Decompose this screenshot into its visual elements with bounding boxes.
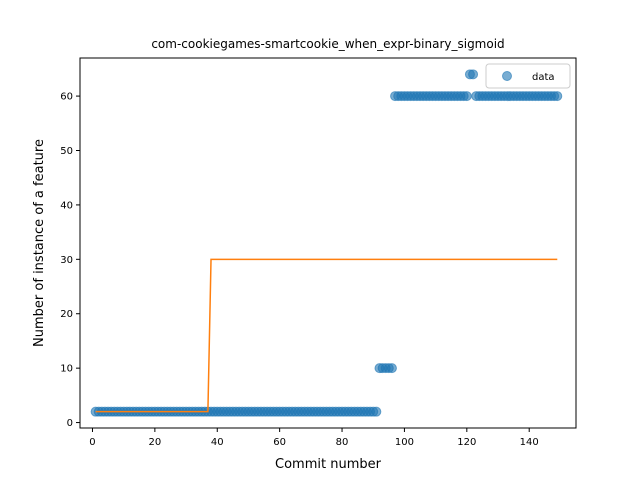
- x-tick-label: 120: [457, 437, 476, 448]
- scatter-point: [371, 406, 382, 417]
- y-tick-label: 10: [60, 364, 73, 375]
- x-tick-label: 80: [336, 437, 349, 448]
- scatter-series: [90, 69, 563, 417]
- x-tick-label: 0: [89, 437, 95, 448]
- scatter-point: [552, 91, 563, 102]
- y-tick-label: 20: [60, 309, 73, 320]
- x-tick-label: 20: [149, 437, 162, 448]
- x-axis-label: Commit number: [275, 457, 382, 472]
- y-tick-label: 60: [60, 92, 73, 103]
- x-axis: 0 20 40 60 80 100 120 140: [89, 428, 539, 448]
- fit-line: [95, 258, 558, 413]
- plot-frame: [79, 57, 577, 429]
- legend-box: [485, 63, 571, 89]
- plot-area: [90, 69, 563, 417]
- legend: data: [485, 63, 571, 89]
- y-tick-label: 50: [60, 146, 73, 157]
- scatter-point: [468, 69, 479, 80]
- chart-title: com-cookiegames-smartcookie_when_expr-bi…: [151, 37, 504, 51]
- y-axis-label: Number of instance of a feature: [32, 139, 47, 347]
- x-tick-label: 140: [520, 437, 539, 448]
- scatter-point: [386, 363, 397, 374]
- legend-label-data: data: [532, 72, 555, 83]
- scatter-point: [461, 91, 472, 102]
- x-tick-label: 40: [211, 437, 224, 448]
- y-tick-label: 0: [67, 418, 73, 429]
- x-tick-label: 60: [273, 437, 286, 448]
- y-axis: 0 10 20 30 40 50 60: [60, 92, 80, 429]
- legend-marker-data: [502, 71, 512, 81]
- y-tick-label: 30: [60, 255, 73, 266]
- x-tick-label: 100: [395, 437, 414, 448]
- y-tick-label: 40: [60, 200, 73, 211]
